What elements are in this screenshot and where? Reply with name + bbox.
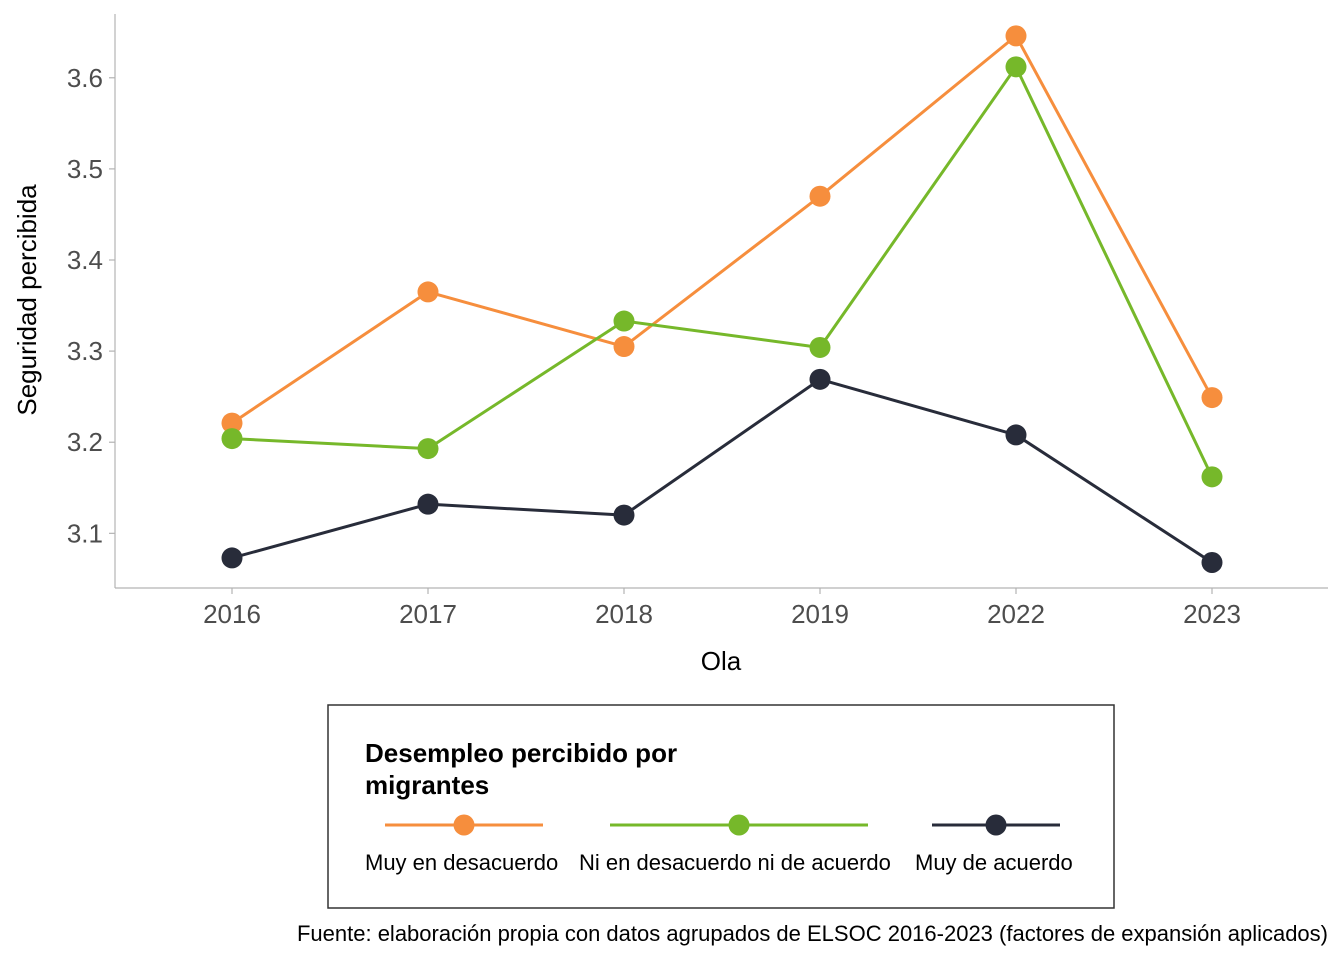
data-point: [613, 310, 635, 332]
data-point: [809, 336, 831, 358]
data-point: [417, 438, 439, 460]
data-point: [221, 547, 243, 569]
series-2: [221, 56, 1223, 488]
y-tick-label: 3.5: [67, 154, 103, 184]
data-point: [809, 368, 831, 390]
data-point: [1201, 551, 1223, 573]
data-point: [613, 336, 635, 358]
data-point: [809, 185, 831, 207]
series-3: [221, 368, 1223, 573]
ticks: 3.1 3.2 3.3 3.4 3.5 3.6 2016 2017 2018 2019 2022 20…: [67, 63, 1241, 629]
data-point: [417, 493, 439, 515]
caption: Fuente: elaboración propia con datos agr…: [297, 921, 1328, 946]
y-tick-label: 3.1: [67, 518, 103, 548]
legend-keys: Muy en desacuerdo Ni en desacuerdo ni de …: [365, 814, 1073, 875]
y-tick-label: 3.6: [67, 63, 103, 93]
series-line: [231, 34, 1214, 425]
legend-label: Muy en desacuerdo: [365, 850, 558, 875]
legend: Desempleo percibido por migrantes Muy en…: [327, 704, 1115, 909]
data-point: [1005, 424, 1027, 446]
legend-item-1: Muy en desacuerdo: [365, 814, 558, 875]
legend-item-3: Muy de acuerdo: [915, 814, 1073, 875]
data-point: [221, 428, 243, 450]
series-group: [221, 25, 1223, 573]
legend-label: Ni en desacuerdo ni de acuerdo: [579, 850, 891, 875]
x-tick-label: 2023: [1183, 599, 1241, 629]
legend-item-2: Ni en desacuerdo ni de acuerdo: [579, 814, 891, 875]
legend-box: [327, 704, 1115, 909]
axes: [114, 14, 1328, 589]
legend-key-marker: [453, 814, 475, 836]
data-point: [1201, 387, 1223, 409]
y-axis-title: Seguridad percibida: [12, 184, 42, 416]
series-line: [231, 377, 1213, 564]
x-tick-label: 2019: [791, 599, 849, 629]
series-line: [231, 65, 1214, 478]
series-1: [221, 25, 1223, 434]
x-axis-title: Ola: [701, 646, 742, 676]
legend-title-line-2: migrantes: [365, 770, 489, 800]
x-tick-label: 2018: [595, 599, 653, 629]
x-tick-label: 2017: [399, 599, 457, 629]
legend-key-marker: [728, 814, 750, 836]
data-point: [1005, 56, 1027, 78]
data-point: [221, 412, 243, 434]
data-point: [613, 504, 635, 526]
x-tick-label: 2022: [987, 599, 1045, 629]
x-tick-label: 2016: [203, 599, 261, 629]
legend-title-line-1: Desempleo percibido por: [365, 738, 677, 768]
legend-key-marker: [985, 814, 1007, 836]
legend-label: Muy de acuerdo: [915, 850, 1073, 875]
y-tick-label: 3.2: [67, 427, 103, 457]
data-point: [417, 281, 439, 303]
y-tick-label: 3.4: [67, 245, 103, 275]
data-point: [1201, 466, 1223, 488]
data-point: [1005, 25, 1027, 47]
y-tick-label: 3.3: [67, 336, 103, 366]
